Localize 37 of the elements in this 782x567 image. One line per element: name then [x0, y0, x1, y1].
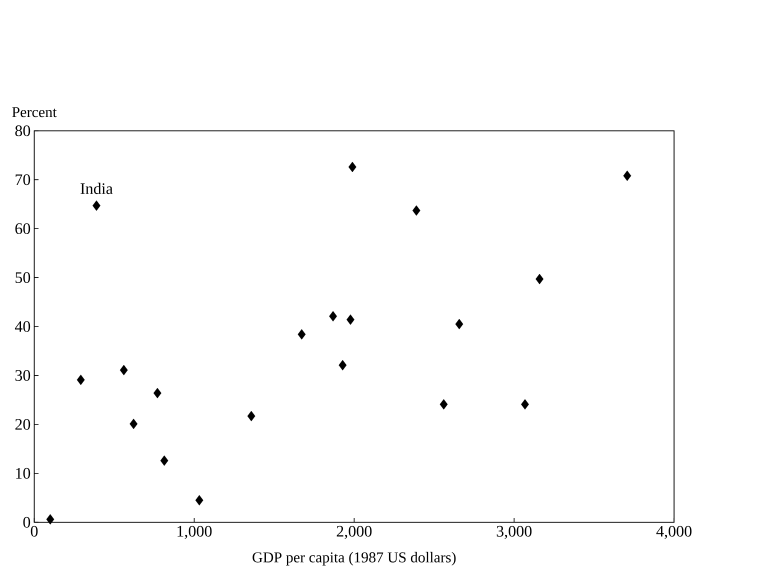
y-tick-label: 70: [16, 174, 30, 186]
point: [412, 206, 420, 216]
point: [46, 514, 54, 525]
x-tick-label: 0: [30, 526, 38, 537]
y-tick-label: 50: [16, 272, 30, 284]
x-tick-label: 3,000: [496, 526, 532, 540]
point: [195, 495, 204, 506]
point: [153, 388, 162, 399]
y-tick-label: 30: [15, 370, 30, 382]
point: [346, 314, 354, 326]
point: [536, 274, 544, 284]
y-tick-label: 0: [23, 517, 30, 528]
point: [521, 399, 529, 410]
point: [348, 162, 356, 172]
point: [92, 200, 100, 212]
point: [247, 411, 256, 422]
point: [298, 329, 306, 340]
x-tick-label: 1,000: [178, 526, 212, 540]
y-tick-label: 10: [16, 468, 30, 479]
point: [130, 418, 138, 430]
y-tick-label: 40: [14, 321, 30, 332]
point: [440, 399, 448, 410]
annotation: India: [80, 183, 113, 194]
point: [338, 360, 347, 371]
y-tick-label: 20: [15, 419, 30, 430]
y-tick-label: 60: [15, 223, 30, 234]
point: [120, 365, 128, 376]
point: [329, 311, 338, 322]
point: [623, 170, 632, 182]
y-tick-label: 80: [15, 126, 30, 136]
point: [76, 374, 85, 386]
x-tick-label: 4,000: [656, 526, 692, 540]
x-tick-label: 2,000: [336, 526, 372, 540]
y-axis-title: Percent: [12, 107, 57, 118]
x-axis-title: GDP per capita (1987 US dollars): [252, 552, 456, 566]
point: [455, 319, 464, 330]
point: [160, 456, 168, 466]
